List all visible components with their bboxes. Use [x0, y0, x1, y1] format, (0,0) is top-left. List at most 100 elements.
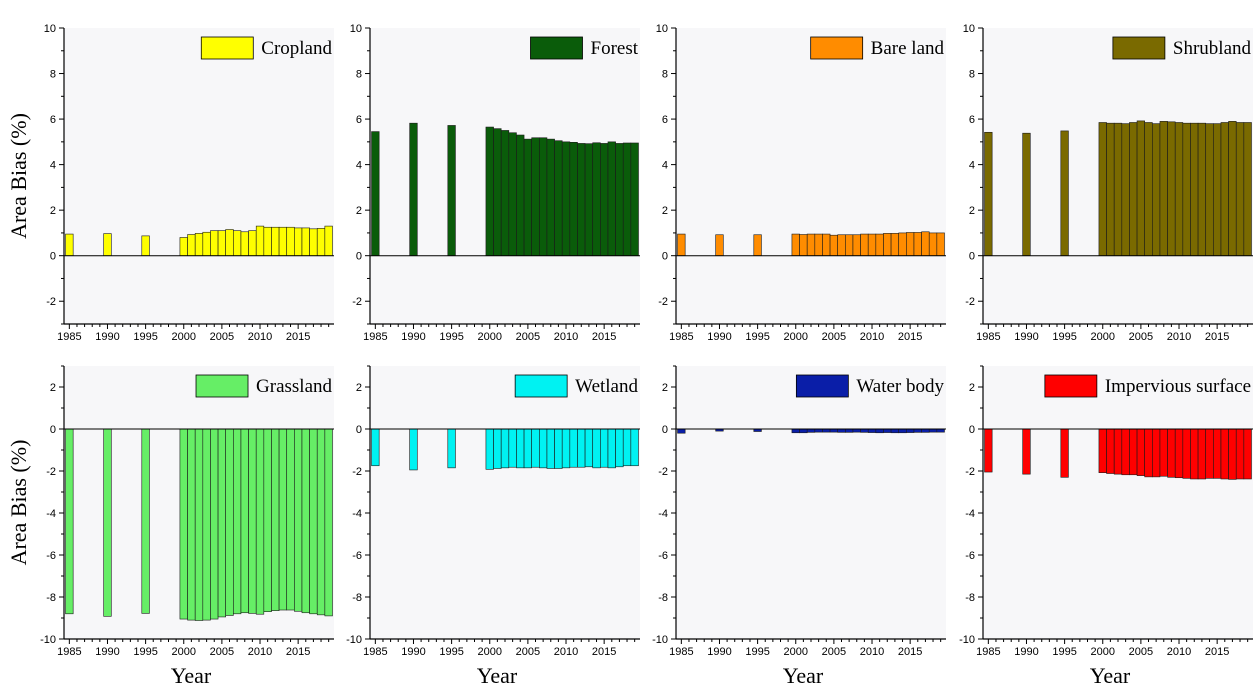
bar	[1060, 130, 1069, 256]
bar	[1197, 122, 1207, 256]
y-tick-label: 0	[356, 251, 362, 263]
bar	[1136, 120, 1145, 256]
bar	[523, 138, 532, 256]
bar	[516, 428, 525, 469]
plot-area	[983, 366, 1253, 639]
y-tick-label: -8	[658, 592, 668, 604]
bar	[225, 229, 234, 256]
bar	[607, 141, 616, 256]
bar	[561, 141, 571, 256]
bar	[294, 227, 303, 256]
y-tick-label: 0	[356, 424, 362, 436]
bar	[1174, 428, 1184, 479]
x-tick-label: 2015	[592, 331, 616, 343]
bar	[1106, 428, 1115, 474]
bar	[890, 428, 900, 434]
bar	[1152, 123, 1161, 256]
x-tick-label: 2015	[1205, 646, 1229, 658]
y-tick-label: 8	[662, 69, 668, 81]
x-tick-label: 2000	[1091, 331, 1115, 343]
y-tick-label: -2	[352, 466, 362, 478]
bar	[233, 428, 242, 615]
bar	[271, 226, 280, 256]
bar	[867, 233, 877, 256]
panel-forest: -2 0 2 4 6 8 10 1985 1990 1995 2000 2005 2010 2015 For…	[350, 23, 640, 343]
legend: Impervious surface	[1044, 374, 1251, 398]
panel-water-body: -10 -8 -6 -4 -2 0 2 1985 1990 1995 2000 2005 2010 201…	[652, 365, 946, 687]
bar	[615, 143, 624, 256]
bar	[286, 226, 295, 256]
bar	[500, 428, 510, 469]
bar	[677, 233, 686, 256]
bar	[278, 428, 288, 611]
x-tick-label: 2000	[478, 331, 502, 343]
bar	[1159, 121, 1168, 256]
bar	[1197, 428, 1207, 480]
bar	[906, 232, 915, 256]
y-tick-label: 2	[356, 382, 362, 394]
legend: Grassland	[195, 374, 332, 398]
x-tick-label: 1985	[976, 646, 1000, 658]
x-axis-title: Year	[171, 663, 212, 687]
x-axis-title: Year	[477, 663, 518, 687]
y-tick-label: 8	[50, 69, 56, 81]
x-tick-label: 1990	[401, 331, 425, 343]
y-tick-label: -4	[352, 508, 362, 520]
x-tick-label: 2005	[516, 331, 540, 343]
bar	[187, 234, 196, 256]
bar	[600, 428, 609, 468]
bar	[984, 428, 993, 473]
y-tick-label: 0	[969, 424, 975, 436]
x-tick-label: 1985	[976, 331, 1000, 343]
bar	[615, 428, 624, 468]
bar	[1235, 428, 1245, 480]
x-tick-label: 2015	[286, 331, 310, 343]
x-tick-label: 2000	[1091, 646, 1115, 658]
x-tick-label: 1995	[133, 646, 157, 658]
bar	[890, 233, 900, 256]
bar	[103, 428, 112, 617]
bar	[1136, 428, 1145, 476]
bar	[630, 428, 639, 467]
bar	[1022, 428, 1031, 475]
bar	[316, 228, 326, 256]
bar	[485, 126, 494, 256]
legend-label: Bare land	[871, 38, 945, 59]
x-tick-label: 2005	[1129, 646, 1153, 658]
bar	[1220, 428, 1229, 480]
y-tick-label: 2	[50, 382, 56, 394]
y-tick-label: 2	[662, 382, 668, 394]
x-tick-label: 2000	[172, 646, 196, 658]
bar	[867, 428, 877, 433]
x-tick-label: 1995	[745, 331, 769, 343]
legend-swatch	[810, 36, 864, 60]
x-tick-label: 2010	[554, 646, 578, 658]
bar	[1213, 428, 1222, 479]
y-tick-label: -8	[965, 592, 975, 604]
bar	[539, 428, 548, 469]
bar	[906, 428, 915, 433]
bar	[791, 233, 800, 256]
legend: Shrubland	[1112, 36, 1251, 60]
y-tick-label: -10	[346, 634, 362, 646]
bar	[561, 428, 571, 469]
x-tick-label: 2010	[1167, 646, 1191, 658]
bar	[799, 428, 808, 434]
y-tick-label: -2	[658, 466, 668, 478]
bar	[309, 428, 318, 615]
bar	[1190, 428, 1199, 480]
bar	[1144, 428, 1153, 478]
legend-label: Wetland	[575, 376, 638, 397]
legend-label: Grassland	[256, 376, 332, 397]
bar	[1121, 123, 1130, 256]
bar	[921, 428, 930, 433]
bar	[316, 428, 326, 616]
y-tick-label: 6	[50, 114, 56, 126]
bar	[217, 230, 226, 256]
bar	[263, 428, 272, 612]
bar	[202, 231, 211, 256]
bar	[845, 234, 854, 256]
bar	[928, 232, 938, 256]
x-tick-label: 2015	[286, 646, 310, 658]
x-tick-label: 2010	[248, 331, 272, 343]
